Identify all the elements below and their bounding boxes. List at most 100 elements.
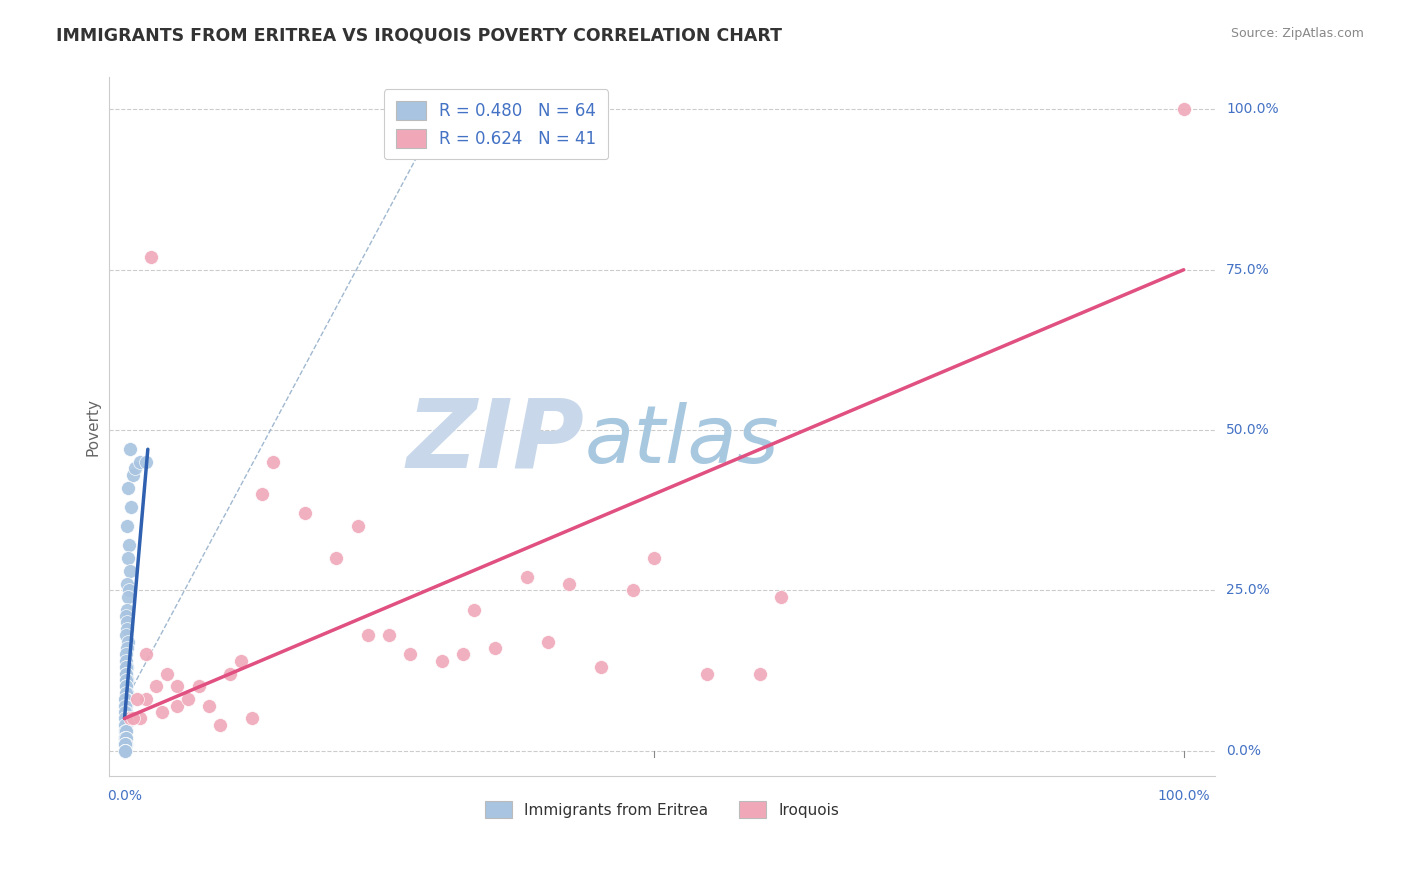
Point <box>516 570 538 584</box>
Point <box>114 743 136 757</box>
Point <box>114 711 136 725</box>
Point <box>558 577 581 591</box>
Point <box>117 481 139 495</box>
Point <box>114 711 136 725</box>
Point <box>115 648 138 662</box>
Point <box>357 628 380 642</box>
Point <box>219 666 242 681</box>
Point <box>135 692 157 706</box>
Point <box>229 654 252 668</box>
Point <box>114 743 136 757</box>
Point <box>115 673 138 687</box>
Point <box>294 507 316 521</box>
Point <box>118 583 141 598</box>
Point <box>115 640 138 655</box>
Point <box>643 551 665 566</box>
Y-axis label: Poverty: Poverty <box>86 398 100 456</box>
Point <box>114 743 136 757</box>
Point <box>114 654 136 668</box>
Point <box>139 250 162 264</box>
Point <box>114 724 136 739</box>
Point <box>198 698 221 713</box>
Point <box>122 711 145 725</box>
Point <box>696 666 718 681</box>
Point <box>115 608 138 623</box>
Point <box>114 737 136 751</box>
Point <box>114 731 136 745</box>
Point <box>114 686 136 700</box>
Point <box>135 455 157 469</box>
Point <box>770 590 793 604</box>
Point <box>114 660 136 674</box>
Point <box>114 698 136 713</box>
Point <box>114 698 136 713</box>
Point <box>114 743 136 757</box>
Point <box>114 718 136 732</box>
Point <box>115 692 138 706</box>
Text: 25.0%: 25.0% <box>1226 583 1270 598</box>
Point <box>463 602 485 616</box>
Point <box>118 442 141 457</box>
Point <box>166 698 188 713</box>
Point <box>453 648 475 662</box>
Point <box>135 648 157 662</box>
Point <box>120 500 142 514</box>
Point <box>114 743 136 757</box>
Point <box>177 692 200 706</box>
Point <box>114 737 136 751</box>
Point <box>114 731 136 745</box>
Point <box>187 680 209 694</box>
Point <box>115 519 138 533</box>
Text: 100.0%: 100.0% <box>1226 103 1278 117</box>
Point <box>537 634 560 648</box>
Text: Source: ZipAtlas.com: Source: ZipAtlas.com <box>1230 27 1364 40</box>
Point <box>114 743 136 757</box>
Point <box>262 455 284 469</box>
Text: 0.0%: 0.0% <box>1226 744 1261 757</box>
Text: 75.0%: 75.0% <box>1226 263 1270 277</box>
Point <box>208 718 231 732</box>
Point <box>150 705 173 719</box>
Point <box>114 692 136 706</box>
Point <box>118 538 141 552</box>
Point <box>115 615 138 630</box>
Point <box>118 711 141 725</box>
Point <box>591 660 613 674</box>
Point <box>115 602 138 616</box>
Point <box>122 467 145 482</box>
Text: 50.0%: 50.0% <box>1226 423 1270 437</box>
Point <box>484 640 506 655</box>
Point <box>156 666 179 681</box>
Legend: Immigrants from Eritrea, Iroquois: Immigrants from Eritrea, Iroquois <box>478 795 845 824</box>
Point <box>118 564 141 578</box>
Point <box>114 705 136 719</box>
Point <box>114 680 136 694</box>
Point <box>114 743 136 757</box>
Point <box>114 666 136 681</box>
Point <box>129 711 152 725</box>
Point <box>114 724 136 739</box>
Point <box>114 743 136 757</box>
Point <box>114 743 136 757</box>
Text: 100.0%: 100.0% <box>1157 789 1211 803</box>
Point <box>346 519 368 533</box>
Text: ZIP: ZIP <box>406 394 585 487</box>
Point <box>114 718 136 732</box>
Point <box>114 705 136 719</box>
Point <box>114 731 136 745</box>
Point <box>115 622 138 636</box>
Point <box>114 692 136 706</box>
Point <box>749 666 772 681</box>
Point <box>378 628 401 642</box>
Point <box>117 551 139 566</box>
Point <box>399 648 422 662</box>
Point <box>129 455 152 469</box>
Point <box>115 577 138 591</box>
Point <box>115 666 138 681</box>
Point <box>114 628 136 642</box>
Point <box>1173 103 1195 117</box>
Point <box>114 737 136 751</box>
Text: IMMIGRANTS FROM ERITREA VS IROQUOIS POVERTY CORRELATION CHART: IMMIGRANTS FROM ERITREA VS IROQUOIS POVE… <box>56 27 782 45</box>
Point <box>621 583 644 598</box>
Text: 0.0%: 0.0% <box>107 789 142 803</box>
